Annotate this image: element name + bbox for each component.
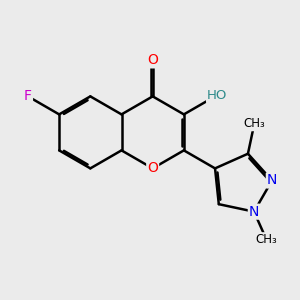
Text: O: O (147, 53, 158, 68)
Text: N: N (267, 173, 277, 188)
Text: CH₃: CH₃ (256, 233, 277, 246)
Text: O: O (147, 161, 158, 176)
Text: HO: HO (207, 89, 227, 102)
Text: N: N (249, 205, 259, 219)
Text: CH₃: CH₃ (243, 117, 265, 130)
Text: F: F (24, 89, 32, 103)
